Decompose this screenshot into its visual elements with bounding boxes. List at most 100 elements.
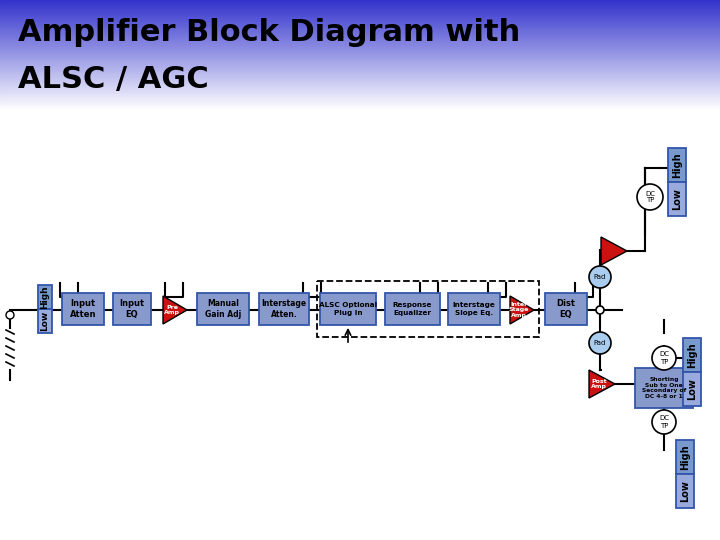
Bar [0,51,720,53]
Bar [0,48,720,49]
FancyBboxPatch shape [197,293,249,325]
Bar [0,49,720,50]
Bar [0,11,720,12]
Bar [0,10,720,11]
Bar [0,104,720,105]
Bar [0,50,720,51]
Circle shape [589,332,611,354]
Bar [0,24,720,25]
Bar [0,1,720,2]
FancyBboxPatch shape [259,293,309,325]
Bar [0,3,720,4]
Bar [0,68,720,69]
Bar [0,105,720,107]
Text: DC
TP: DC TP [645,191,655,204]
Bar [0,91,720,92]
Bar [0,13,720,14]
Bar [0,4,720,6]
Bar [0,78,720,79]
Bar [0,88,720,90]
Bar [0,70,720,71]
Bar [0,83,720,85]
Text: High: High [40,285,50,309]
Polygon shape [589,370,615,398]
Bar [0,32,720,33]
Bar [0,18,720,20]
Polygon shape [601,237,627,265]
FancyBboxPatch shape [668,182,686,216]
Bar [0,84,720,86]
Bar [0,92,720,94]
Text: High: High [672,152,682,178]
Bar [0,54,720,56]
Text: Interstage
Atten.: Interstage Atten. [261,299,307,319]
Circle shape [652,410,676,434]
Bar [0,52,720,53]
Text: High: High [680,444,690,470]
Text: ALSC Optional
Plug In: ALSC Optional Plug In [319,302,377,315]
Bar [0,96,720,97]
Bar [0,107,720,109]
Bar [0,67,720,69]
FancyBboxPatch shape [38,285,52,309]
Bar [0,74,720,76]
Bar [0,56,720,57]
Bar [0,31,720,32]
Bar [0,92,720,93]
Bar [0,100,720,102]
Bar [0,34,720,35]
Bar [0,89,720,90]
FancyBboxPatch shape [545,293,587,325]
FancyBboxPatch shape [113,293,151,325]
Bar [0,87,720,89]
Bar [0,21,720,23]
Text: Pad: Pad [594,274,606,280]
Bar [0,53,720,55]
Text: Pre
Amp: Pre Amp [164,305,180,315]
Bar [0,36,720,37]
Bar [0,105,720,106]
FancyBboxPatch shape [385,293,440,325]
Text: Shorting
Sub to One
Secondary of
DC 4-8 or 1: Shorting Sub to One Secondary of DC 4-8 … [642,377,686,399]
Circle shape [6,311,14,319]
Bar [0,45,720,46]
Text: Input
Atten: Input Atten [70,299,96,319]
Bar [0,42,720,44]
Circle shape [589,266,611,288]
Bar [0,5,720,7]
Bar [0,96,720,98]
Text: Low: Low [40,311,50,331]
Bar [0,4,720,5]
Bar [0,77,720,78]
Bar [0,29,720,30]
Bar [0,9,720,11]
Text: Input
EQ: Input EQ [120,299,145,319]
Bar [0,60,720,62]
FancyBboxPatch shape [676,474,694,508]
Bar [0,57,720,58]
Circle shape [596,306,604,314]
Bar [0,0,720,2]
Bar [0,106,720,108]
Bar [0,26,720,27]
Bar [0,14,720,15]
Text: Inter
Stage
Amp: Inter Stage Amp [509,302,529,318]
Bar [0,29,720,31]
Bar [0,85,720,86]
Bar [0,62,720,63]
Bar [0,44,720,45]
Text: Pad: Pad [594,340,606,346]
Bar [0,15,720,16]
Bar [0,76,720,78]
FancyBboxPatch shape [635,368,693,408]
Bar [0,35,720,36]
FancyBboxPatch shape [683,338,701,372]
Circle shape [652,346,676,370]
Bar [0,63,720,65]
Bar [0,80,720,81]
Bar [0,71,720,72]
Bar [0,41,720,43]
Bar [0,93,720,95]
Bar [0,22,720,23]
Text: Dist
EQ: Dist EQ [557,299,575,319]
